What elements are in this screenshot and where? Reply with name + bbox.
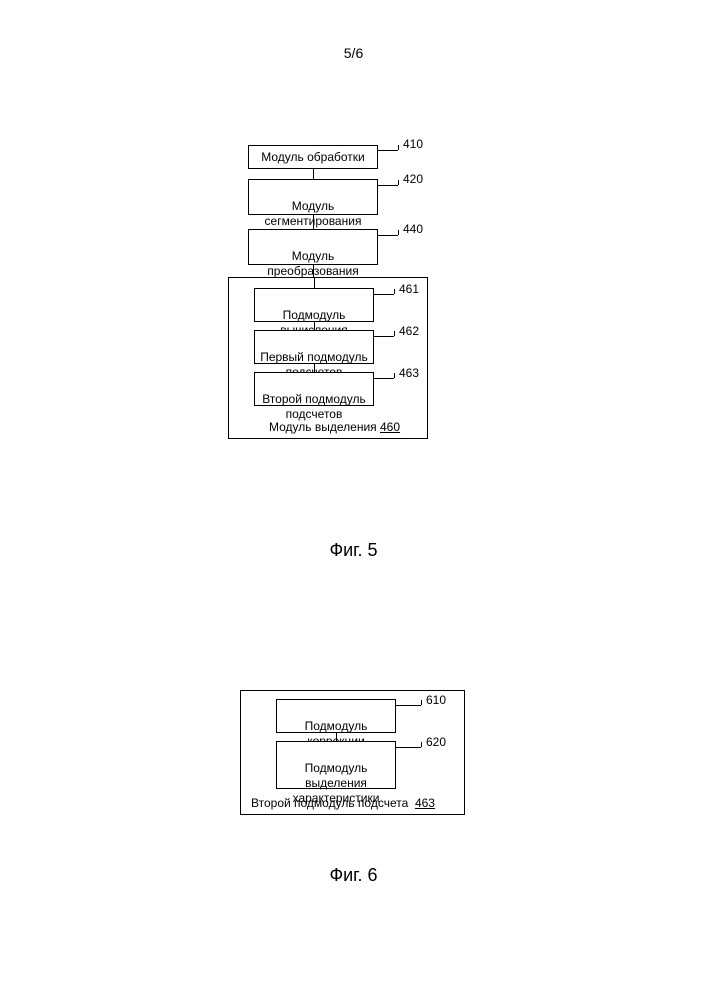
ref-610: 610 xyxy=(426,693,446,707)
node-second-count: Второй подмодуль подсчетов xyxy=(254,372,374,406)
container-460-ref: 460 xyxy=(380,420,400,434)
ref-410: 410 xyxy=(403,137,423,151)
edge-610-620 xyxy=(336,733,337,741)
edge-into-461 xyxy=(314,278,315,288)
ref-461: 461 xyxy=(399,282,419,296)
page: 5/6 Модуль обработки 410 Модуль сегменти… xyxy=(0,0,707,1000)
edge-410-420 xyxy=(313,169,314,179)
container-460-label: Модуль выделения 460 xyxy=(269,420,400,434)
node-container-460: Подмодуль вычисления 461 Первый подмодул… xyxy=(228,277,428,439)
page-number: 5/6 xyxy=(0,45,707,61)
leader-410-hook xyxy=(398,145,399,150)
leader-462-hook xyxy=(394,331,395,336)
leader-410 xyxy=(378,150,398,151)
leader-461 xyxy=(374,294,394,295)
leader-420 xyxy=(378,185,398,186)
figure-6-caption: Фиг. 6 xyxy=(0,865,707,886)
leader-420-hook xyxy=(398,180,399,185)
node-calc: Подмодуль вычисления xyxy=(254,288,374,322)
ref-463: 463 xyxy=(399,366,419,380)
container-463-ref: 463 xyxy=(415,796,435,810)
node-first-count: Первый подмодуль подсчетов xyxy=(254,330,374,364)
node-transform: Модуль преобразования xyxy=(248,229,378,265)
node-correction: Подмодуль коррекции xyxy=(276,699,396,733)
node-second-count-label: Второй подмодуль подсчетов xyxy=(262,392,366,421)
leader-440-hook xyxy=(398,230,399,235)
container-463-label: Второй подмодуль подсчета 463 xyxy=(251,796,435,810)
ref-420: 420 xyxy=(403,172,423,186)
leader-620 xyxy=(396,747,421,748)
container-463-label-text: Второй подмодуль подсчета xyxy=(251,796,408,810)
edge-420-440 xyxy=(313,215,314,229)
leader-620-hook xyxy=(421,742,422,747)
node-container-463: Подмодуль коррекции 610 Подмодуль выделе… xyxy=(240,690,465,815)
node-char-ext: Подмодуль выделения характеристики xyxy=(276,741,396,789)
edge-440-460 xyxy=(313,265,314,277)
edge-462-463 xyxy=(314,364,315,372)
node-segmentation: Модуль сегментирования xyxy=(248,179,378,215)
edge-461-462 xyxy=(314,322,315,330)
leader-461-hook xyxy=(394,289,395,294)
leader-463 xyxy=(374,378,394,379)
ref-440: 440 xyxy=(403,222,423,236)
leader-610 xyxy=(396,705,421,706)
ref-620: 620 xyxy=(426,735,446,749)
leader-463-hook xyxy=(394,373,395,378)
leader-610-hook xyxy=(421,700,422,705)
node-processing: Модуль обработки xyxy=(248,145,378,169)
node-processing-label: Модуль обработки xyxy=(261,150,365,164)
figure-5-caption: Фиг. 5 xyxy=(0,540,707,561)
leader-440 xyxy=(378,235,398,236)
container-460-label-text: Модуль выделения xyxy=(269,420,377,434)
ref-462: 462 xyxy=(399,324,419,338)
leader-462 xyxy=(374,336,394,337)
